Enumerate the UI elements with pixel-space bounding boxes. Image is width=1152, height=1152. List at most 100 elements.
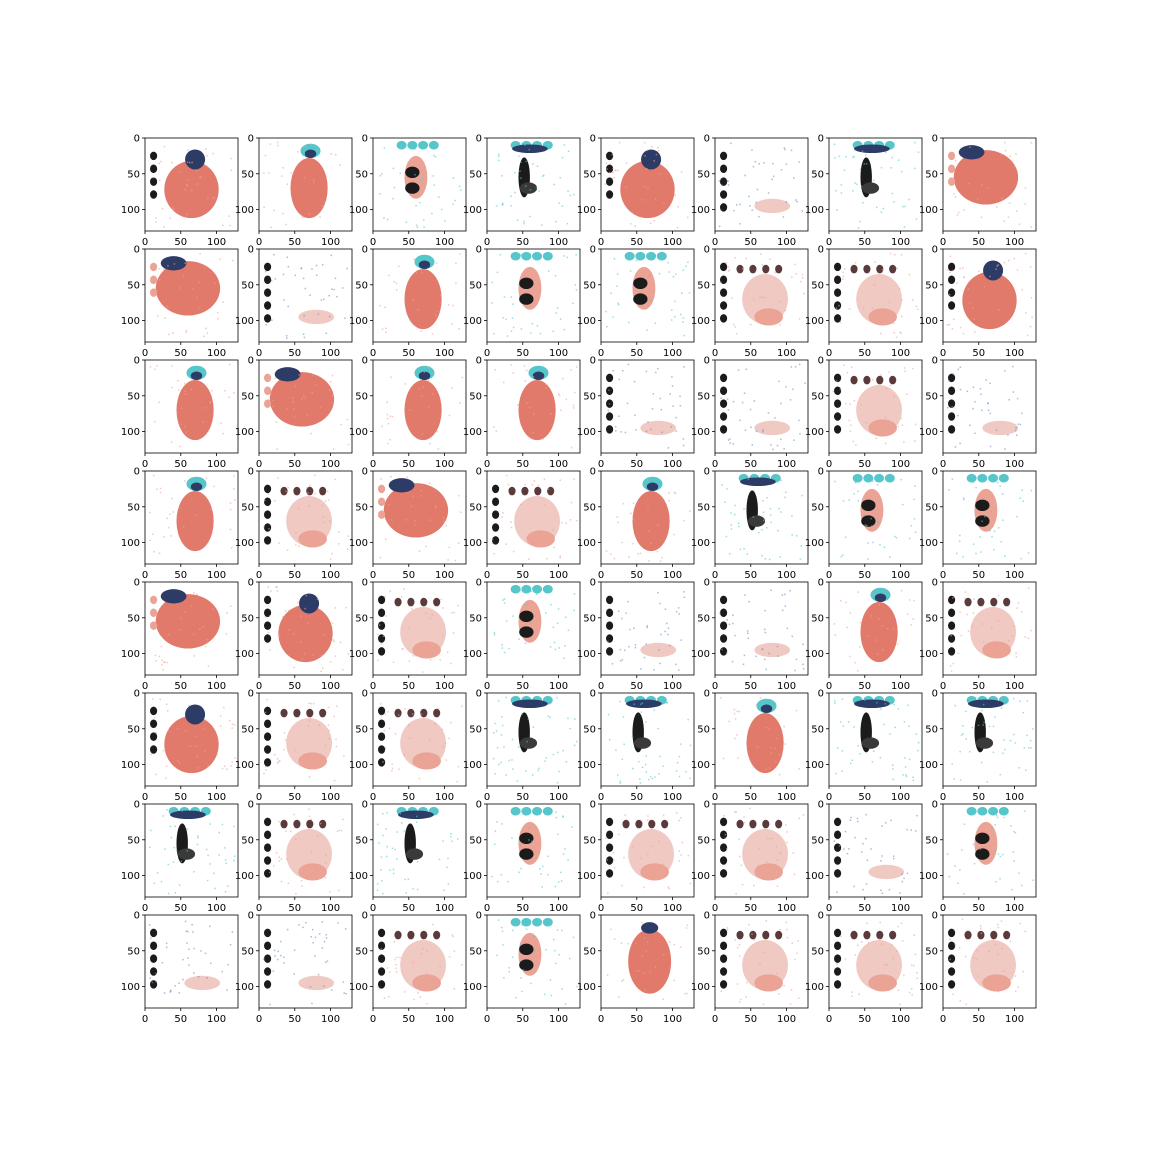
y-tick-label: 100 bbox=[919, 760, 938, 771]
noise-speck bbox=[452, 203, 454, 206]
noise-speck bbox=[673, 979, 676, 982]
side-dot bbox=[264, 386, 272, 396]
noise-speck bbox=[914, 141, 916, 144]
noise-speck bbox=[621, 980, 623, 982]
noise-speck bbox=[951, 328, 954, 330]
noise-speck bbox=[230, 765, 232, 767]
noise-speck bbox=[1015, 652, 1017, 654]
noise-speck bbox=[442, 517, 445, 519]
noise-speck bbox=[959, 267, 961, 270]
y-tick-label: 100 bbox=[805, 538, 824, 549]
noise-speck bbox=[287, 305, 289, 308]
top-tuft-core bbox=[190, 371, 203, 381]
noise-speck bbox=[741, 268, 744, 270]
noise-speck bbox=[196, 843, 199, 846]
noise-speck bbox=[302, 926, 304, 929]
top-dot bbox=[521, 584, 532, 594]
noise-speck bbox=[327, 706, 330, 709]
noise-speck bbox=[980, 761, 983, 764]
noise-speck bbox=[547, 715, 550, 717]
noise-speck bbox=[150, 753, 152, 756]
y-tick-label: 50 bbox=[469, 946, 482, 957]
noise-speck bbox=[570, 446, 573, 449]
noise-speck bbox=[533, 480, 536, 482]
noise-speck bbox=[613, 258, 616, 260]
noise-speck bbox=[1030, 226, 1032, 228]
noise-speck bbox=[982, 703, 985, 706]
noise-speck bbox=[785, 921, 788, 924]
top-dot bbox=[863, 375, 871, 385]
noise-speck bbox=[979, 387, 982, 390]
noise-speck bbox=[283, 732, 286, 734]
noise-speck bbox=[859, 646, 861, 648]
noise-speck bbox=[280, 940, 282, 943]
noise-speck bbox=[457, 542, 460, 544]
noise-speck bbox=[453, 611, 455, 614]
noise-speck bbox=[743, 507, 745, 510]
noise-speck bbox=[274, 955, 276, 957]
y-tick-label: 100 bbox=[919, 649, 938, 660]
noise-speck bbox=[794, 958, 796, 961]
noise-speck bbox=[753, 400, 756, 402]
noise-speck bbox=[521, 990, 523, 993]
noise-speck bbox=[977, 198, 979, 200]
noise-speck bbox=[346, 267, 348, 270]
noise-speck bbox=[312, 942, 314, 944]
noise-speck bbox=[221, 823, 224, 826]
side-dot bbox=[264, 941, 272, 951]
noise-speck bbox=[318, 724, 320, 726]
faint-blob bbox=[640, 420, 677, 436]
noise-speck bbox=[304, 607, 306, 610]
noise-speck bbox=[616, 516, 618, 518]
noise-speck bbox=[314, 492, 316, 495]
noise-speck bbox=[506, 335, 509, 337]
noise-speck bbox=[1013, 697, 1015, 700]
noise-speck bbox=[385, 331, 387, 334]
top-arch bbox=[854, 699, 890, 709]
noise-speck bbox=[379, 174, 382, 177]
noise-speck bbox=[866, 922, 868, 925]
noise-speck bbox=[174, 891, 177, 894]
noise-speck bbox=[165, 946, 168, 949]
noise-speck bbox=[346, 548, 349, 550]
noise-speck bbox=[152, 176, 155, 179]
axes-frame bbox=[828, 803, 923, 898]
noise-speck bbox=[310, 432, 312, 435]
noise-speck bbox=[317, 313, 320, 315]
noise-speck bbox=[850, 816, 852, 819]
noise-speck bbox=[1000, 707, 1003, 709]
noise-speck bbox=[790, 149, 793, 152]
noise-speck bbox=[1016, 269, 1019, 271]
noise-speck bbox=[300, 641, 302, 643]
noise-speck bbox=[850, 366, 853, 368]
noise-speck bbox=[210, 962, 212, 965]
noise-speck bbox=[994, 824, 996, 826]
noise-speck bbox=[159, 698, 161, 701]
noise-speck bbox=[899, 331, 901, 334]
generated-image bbox=[715, 693, 808, 786]
y-tick-label: 50 bbox=[697, 724, 710, 735]
noise-speck bbox=[884, 703, 887, 705]
noise-speck bbox=[283, 748, 285, 751]
y-tick-label: 100 bbox=[349, 649, 368, 660]
noise-speck bbox=[842, 278, 844, 280]
noise-speck bbox=[550, 603, 552, 606]
noise-speck bbox=[160, 645, 163, 648]
y-tick-label: 50 bbox=[127, 502, 140, 513]
x-tick-label: 100 bbox=[435, 903, 454, 914]
noise-speck bbox=[835, 307, 838, 309]
top-arch bbox=[740, 477, 776, 487]
noise-speck bbox=[910, 524, 913, 527]
noise-speck bbox=[914, 953, 917, 956]
x-tick-label: 50 bbox=[174, 348, 187, 359]
noise-speck bbox=[196, 755, 199, 758]
noise-speck bbox=[455, 282, 457, 285]
x-tick-label: 50 bbox=[858, 459, 871, 470]
noise-speck bbox=[852, 440, 855, 443]
noise-speck bbox=[278, 542, 280, 544]
top-dot bbox=[990, 930, 998, 940]
noise-speck bbox=[1002, 752, 1004, 755]
noise-speck bbox=[750, 323, 752, 326]
